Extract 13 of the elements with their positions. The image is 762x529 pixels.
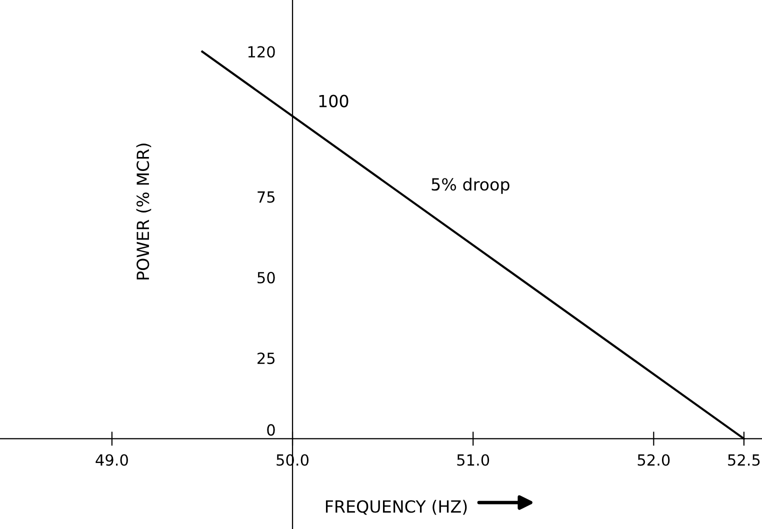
y-tick-label: 75 — [258, 191, 275, 203]
y-tick-label: 25 — [258, 352, 275, 364]
y-tick-label: 0 — [267, 424, 275, 436]
y-tick-label: 120 — [248, 46, 275, 58]
x-tick-label: 51.0 — [457, 454, 490, 466]
annotation: 100 — [319, 94, 348, 108]
y-tick-label: 50 — [258, 272, 275, 284]
x-tick-label: 49.0 — [96, 454, 128, 466]
annotation: 5% droop — [432, 178, 510, 194]
y-axis-title: POWER (% MCR) — [136, 144, 152, 280]
x-tick-label: 52.0 — [638, 454, 670, 466]
x-tick-label: 52.5 — [728, 454, 760, 466]
x-axis-title: FREQUENCY (HZ) — [326, 500, 467, 515]
